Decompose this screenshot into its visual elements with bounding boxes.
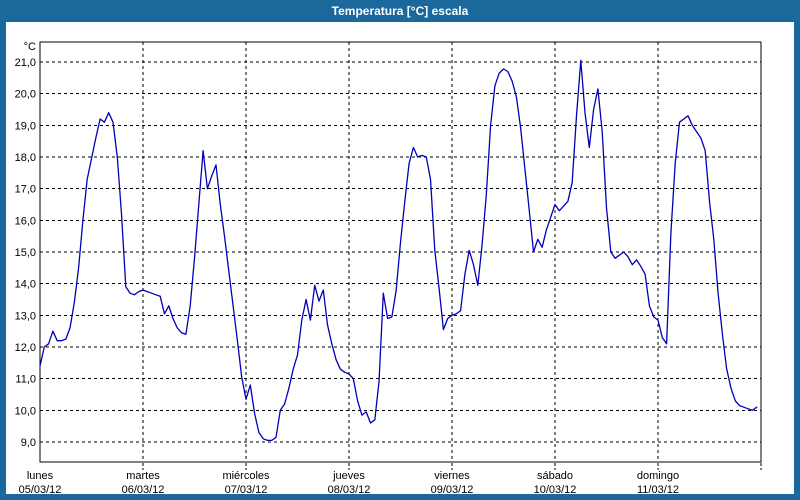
window-title: Temperatura [°C] escala [331, 4, 469, 18]
y-tick-label: 14,0 [15, 279, 36, 291]
y-tick-label: 20,0 [15, 89, 36, 101]
y-axis-unit-label: °C [24, 41, 36, 53]
y-tick-label: 11,0 [15, 374, 36, 386]
y-tick-label: 10,0 [15, 405, 36, 417]
x-day-name-label: martes [126, 470, 160, 482]
y-tick-label: 18,0 [15, 152, 36, 164]
x-day-name-label: lunes [27, 470, 54, 482]
y-tick-label: 15,0 [15, 247, 36, 259]
x-day-name-label: domingo [637, 470, 679, 482]
window-title-bar: Temperatura [°C] escala [0, 0, 800, 22]
x-day-name-label: jueves [332, 470, 365, 482]
x-day-date-label: 11/03/12 [637, 484, 679, 496]
x-day-name-label: sábado [537, 470, 573, 482]
x-day-date-label: 05/03/12 [19, 484, 62, 496]
x-day-date-label: 06/03/12 [122, 484, 165, 496]
y-tick-label: 17,0 [15, 184, 36, 196]
y-tick-label: 21,0 [15, 57, 36, 69]
y-tick-label: 13,0 [15, 310, 36, 322]
y-tick-label: 9,0 [21, 437, 36, 449]
y-tick-label: 16,0 [15, 215, 36, 227]
y-tick-label: 12,0 [15, 342, 36, 354]
x-day-date-label: 08/03/12 [328, 484, 371, 496]
x-day-date-label: 10/03/12 [534, 484, 577, 496]
x-day-name-label: viernes [434, 470, 470, 482]
x-day-name-label: miércoles [222, 470, 270, 482]
x-day-date-label: 07/03/12 [225, 484, 268, 496]
temperature-series-line [39, 59, 758, 442]
x-day-date-label: 09/03/12 [431, 484, 474, 496]
y-tick-label: 19,0 [15, 120, 36, 132]
